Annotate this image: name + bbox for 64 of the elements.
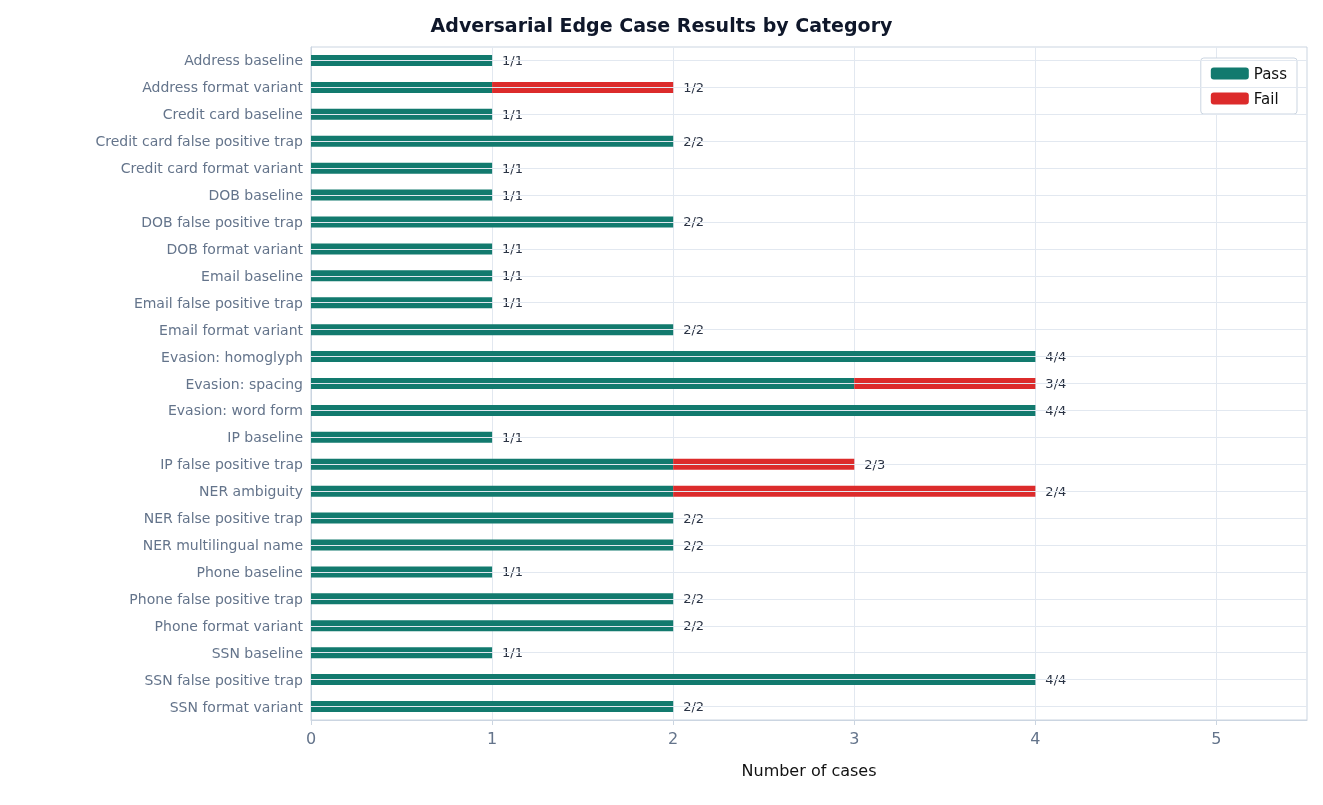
bar <box>311 593 674 605</box>
bar <box>311 243 493 255</box>
x-tick-label: 0 <box>305 728 317 748</box>
bar <box>311 216 674 228</box>
y-tick-label: Credit card format variant <box>120 160 304 177</box>
chart-title: Adversarial Edge Case Results by Category <box>430 13 893 36</box>
bar <box>311 701 674 713</box>
bar <box>311 324 674 336</box>
bar <box>311 647 493 659</box>
y-tick-label: Address format variant <box>142 79 304 96</box>
y-tick-label: Evasion: word form <box>167 402 303 419</box>
x-tick-label: 3 <box>849 728 860 748</box>
bar <box>311 108 493 120</box>
y-tick-label: NER false positive trap <box>143 510 304 527</box>
y-tick-label: Email baseline <box>201 267 303 284</box>
y-tick-label: DOB format variant <box>166 240 304 257</box>
y-tick-label: SSN baseline <box>211 644 303 661</box>
legend-label: Pass <box>1253 64 1288 83</box>
bar <box>311 54 493 66</box>
bar <box>673 458 855 470</box>
y-tick-label: Evasion: homoglyph <box>161 348 303 365</box>
bar <box>311 270 493 282</box>
y-tick-label: NER multilingual name <box>142 537 303 554</box>
bar <box>311 620 674 632</box>
bar <box>854 378 1036 389</box>
bar <box>311 485 674 497</box>
y-tick-label: IP baseline <box>227 429 303 446</box>
bar <box>311 458 674 470</box>
y-tick-label: Credit card baseline <box>162 106 303 123</box>
bar <box>311 351 1036 363</box>
y-tick-label: DOB baseline <box>208 187 303 204</box>
x-tick-label: 4 <box>1030 728 1041 748</box>
y-tick-label: SSN format variant <box>169 698 304 715</box>
x-tick-label: 1 <box>487 728 498 748</box>
y-tick-label: Address baseline <box>184 52 303 69</box>
legend-label: Fail <box>1253 89 1279 108</box>
bar <box>492 81 674 93</box>
y-tick-label: NER ambiguity <box>199 483 303 500</box>
y-tick-label: DOB false positive trap <box>141 213 304 230</box>
y-tick-label: Phone baseline <box>196 563 303 580</box>
y-tick-label: Phone format variant <box>154 617 304 634</box>
bar <box>311 162 493 174</box>
y-tick-label: Evasion: spacing <box>185 375 303 392</box>
bar <box>311 81 493 93</box>
x-tick-label: 5 <box>1211 728 1222 748</box>
y-tick-label: Phone false positive trap <box>129 590 304 607</box>
y-tick-label: IP false positive trap <box>160 456 304 473</box>
bar <box>311 539 674 551</box>
x-tick-label: 2 <box>668 728 679 748</box>
bar <box>311 404 1036 416</box>
bar <box>673 485 1036 497</box>
bar <box>311 378 855 389</box>
bar <box>311 135 674 147</box>
bar <box>311 512 674 524</box>
y-tick-label: Email false positive trap <box>133 294 304 311</box>
y-tick-label: Credit card false positive trap <box>95 133 304 150</box>
y-tick-label: Email format variant <box>159 321 304 338</box>
x-axis-title: Number of cases <box>741 760 877 780</box>
bar <box>311 297 493 309</box>
bar <box>311 566 493 578</box>
bar <box>311 431 493 443</box>
bar <box>311 674 1036 686</box>
y-tick-label: SSN false positive trap <box>144 671 304 688</box>
bar <box>311 189 493 201</box>
